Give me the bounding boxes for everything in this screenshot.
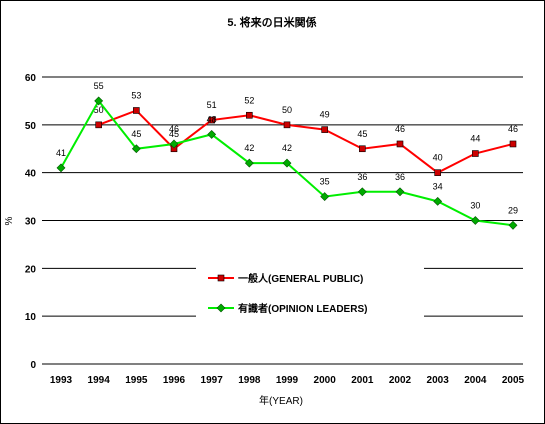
data-point xyxy=(357,187,367,197)
data-point xyxy=(433,196,443,206)
x-tick-label: 1998 xyxy=(238,375,261,386)
data-point xyxy=(359,145,366,153)
x-tick-label: 2005 xyxy=(502,375,525,386)
data-label: 42 xyxy=(244,143,254,153)
data-label: 50 xyxy=(94,105,104,115)
series-line xyxy=(98,109,514,174)
data-point xyxy=(133,107,140,114)
data-label: 45 xyxy=(131,129,141,139)
data-point xyxy=(95,121,102,129)
gridlines xyxy=(42,76,523,365)
data-label: 51 xyxy=(207,100,217,110)
data-point xyxy=(169,139,179,149)
x-tick-label: 1993 xyxy=(50,375,73,386)
data-label: 48 xyxy=(207,114,217,124)
x-axis-label: 年(YEAR) xyxy=(259,394,303,407)
data-point xyxy=(320,192,330,202)
x-tick-label: 2001 xyxy=(351,375,374,386)
data-label: 46 xyxy=(508,124,518,134)
legend-label-opinion-leaders: 有識者(OPINION LEADERS) xyxy=(238,302,367,315)
data-point xyxy=(244,158,254,168)
data-point xyxy=(94,96,104,106)
legend: 一般人(GENERAL PUBLIC) 有識者(OPINION LEADERS) xyxy=(196,260,424,324)
data-label: 36 xyxy=(395,172,405,182)
data-point xyxy=(282,158,292,168)
x-tick-label: 1995 xyxy=(125,375,148,386)
data-point xyxy=(509,140,517,148)
y-tick-label: 40 xyxy=(25,169,37,180)
data-label: 45 xyxy=(169,129,179,139)
x-tick-label: 1997 xyxy=(201,375,224,386)
x-tick-label: 2002 xyxy=(389,375,412,386)
data-label: 46 xyxy=(169,124,179,134)
data-point xyxy=(472,150,479,157)
y-tick-label: 20 xyxy=(25,264,37,275)
data-label: 45 xyxy=(357,129,367,139)
data-label: 29 xyxy=(508,205,518,215)
data-point xyxy=(470,216,480,225)
x-tick-label: 2003 xyxy=(427,375,450,386)
data-point xyxy=(207,129,217,139)
x-tick-label: 1996 xyxy=(163,375,186,386)
data-point xyxy=(321,126,328,133)
x-tick-label: 2000 xyxy=(314,375,337,386)
data-label: 42 xyxy=(282,143,292,153)
y-tick-label: 0 xyxy=(30,360,36,371)
data-label: 34 xyxy=(433,181,443,191)
y-axis-label: % xyxy=(4,216,15,225)
legend-label-general-public: 一般人(GENERAL PUBLIC) xyxy=(238,272,363,285)
x-tick-label: 1999 xyxy=(276,375,299,386)
data-label: 35 xyxy=(320,177,330,187)
legend-marker-general-public xyxy=(217,274,225,282)
data-point xyxy=(246,111,253,119)
data-point xyxy=(56,163,66,173)
chart-title: 5. 将来の日米関係 xyxy=(227,15,316,29)
data-point xyxy=(131,144,141,154)
data-label: 52 xyxy=(244,95,254,105)
data-point xyxy=(395,187,405,197)
legend-marker-opinion-leaders xyxy=(216,303,226,313)
data-point xyxy=(434,169,441,176)
data-label: 49 xyxy=(320,110,330,120)
data-label: 40 xyxy=(433,153,443,163)
data-label: 44 xyxy=(470,134,480,144)
y-tick-label: 30 xyxy=(25,217,37,228)
data-point xyxy=(283,121,291,129)
y-axis-ticks: 0 10 20 30 40 50 60 xyxy=(25,73,37,371)
data-label: 30 xyxy=(470,201,480,211)
x-axis-ticks: 1993 1994 1995 1996 1997 1998 1999 2000 2001 2002… xyxy=(50,375,525,386)
data-label: 36 xyxy=(357,172,367,182)
data-point xyxy=(508,220,518,230)
data-point xyxy=(208,116,215,124)
data-label: 55 xyxy=(94,81,104,91)
y-tick-label: 50 xyxy=(25,121,37,132)
y-tick-label: 60 xyxy=(25,73,37,84)
y-tick-label: 10 xyxy=(25,312,37,323)
data-point xyxy=(396,140,404,148)
data-label: 53 xyxy=(131,90,141,100)
data-label: 41 xyxy=(56,148,66,158)
data-label: 46 xyxy=(395,124,405,134)
data-label: 50 xyxy=(282,105,292,115)
x-tick-label: 1994 xyxy=(88,375,111,386)
legend-box xyxy=(196,260,424,324)
x-tick-label: 2004 xyxy=(464,375,487,386)
